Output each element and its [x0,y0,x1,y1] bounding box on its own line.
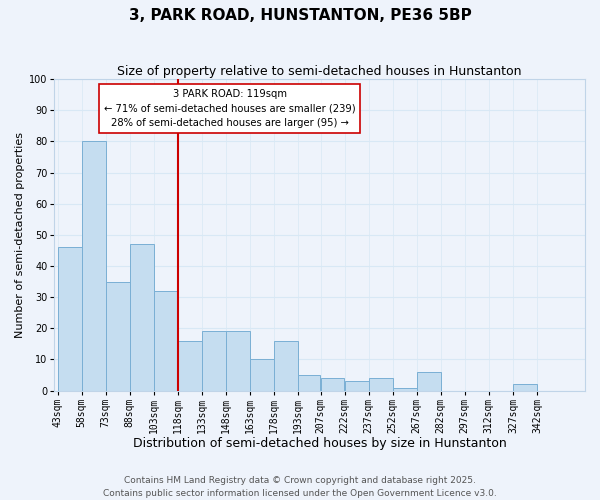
Bar [202,332,226,390]
X-axis label: Distribution of semi-detached houses by size in Hunstanton: Distribution of semi-detached houses by … [133,437,506,450]
Bar [369,378,392,390]
Text: Contains HM Land Registry data © Crown copyright and database right 2025.
Contai: Contains HM Land Registry data © Crown c… [103,476,497,498]
Title: Size of property relative to semi-detached houses in Hunstanton: Size of property relative to semi-detach… [118,65,522,78]
Bar [226,332,250,390]
Bar [82,142,106,390]
Bar [274,341,298,390]
Bar [106,282,130,391]
Bar [130,244,154,390]
Bar [154,291,178,390]
Bar [178,341,202,390]
Text: 3, PARK ROAD, HUNSTANTON, PE36 5BP: 3, PARK ROAD, HUNSTANTON, PE36 5BP [128,8,472,22]
Bar [417,372,440,390]
Bar [345,382,368,390]
Y-axis label: Number of semi-detached properties: Number of semi-detached properties [15,132,25,338]
Bar [58,248,82,390]
Bar [250,360,274,390]
Bar [320,378,344,390]
Bar [298,375,320,390]
Bar [513,384,537,390]
Text: 3 PARK ROAD: 119sqm
← 71% of semi-detached houses are smaller (239)
28% of semi-: 3 PARK ROAD: 119sqm ← 71% of semi-detach… [104,88,355,128]
Bar [393,388,416,390]
